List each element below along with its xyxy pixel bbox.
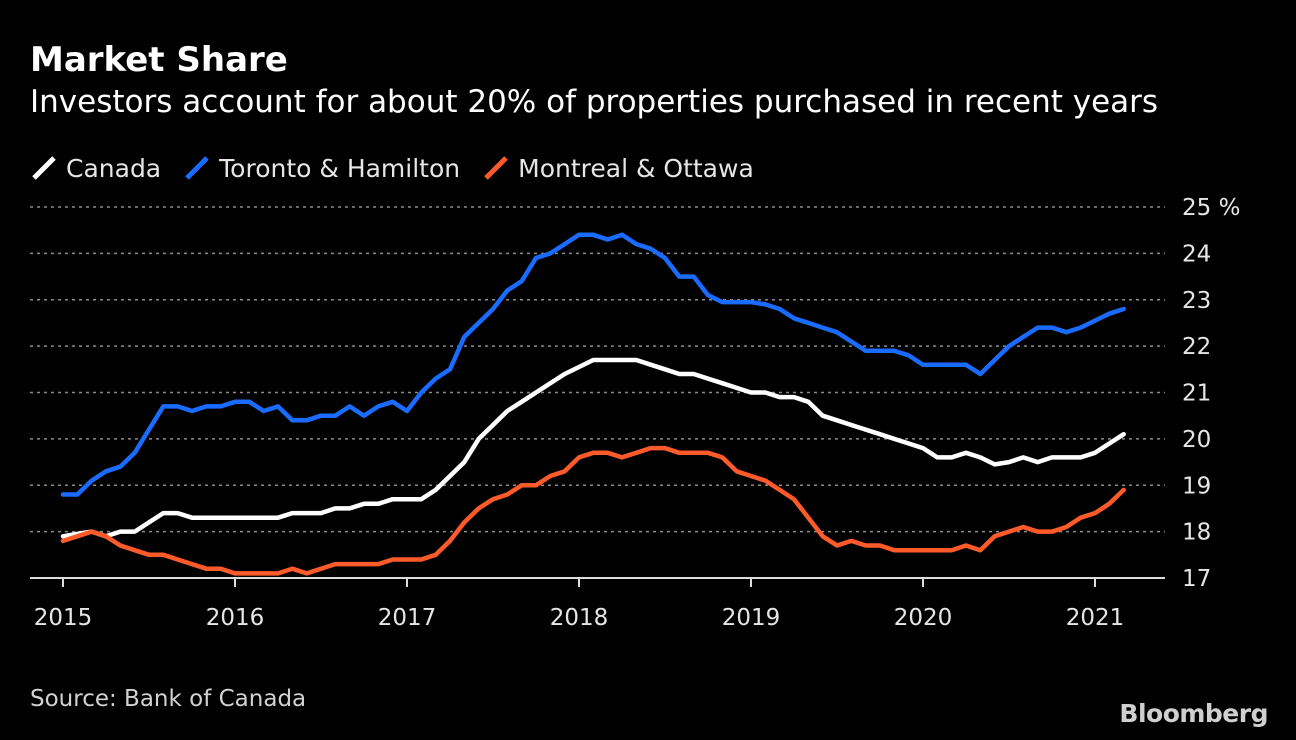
legend-swatch-toronto	[185, 156, 209, 180]
y-tick-label: 17	[1182, 566, 1211, 592]
legend-swatch-montreal	[484, 156, 508, 180]
legend-item-canada: Canada	[30, 154, 161, 183]
bloomberg-logo: Bloomberg	[1119, 699, 1268, 728]
legend-label-montreal: Montreal & Ottawa	[518, 153, 754, 183]
y-tick-label: 18	[1182, 520, 1211, 546]
x-tick-label: 2016	[206, 605, 265, 631]
legend-label-canada: Canada	[66, 153, 162, 183]
series-line-toronto-hamilton	[60, 232, 1126, 497]
x-tick-label: 2019	[722, 605, 781, 631]
series-line-montreal-ottawa	[60, 445, 1126, 576]
y-tick-label: 23	[1182, 288, 1211, 314]
legend-item-montreal: Montreal & Ottawa	[482, 154, 754, 183]
x-tick-label: 2018	[550, 605, 609, 631]
y-tick-label: 19	[1182, 473, 1211, 499]
legend-label-toronto: Toronto & Hamilton	[219, 153, 461, 183]
source-note: Source: Bank of Canada	[30, 686, 307, 712]
y-tick-label: 20	[1182, 427, 1211, 453]
chart-title: Market Share	[30, 40, 288, 80]
x-tick-label: 2021	[1066, 605, 1125, 631]
x-tick-label: 2015	[34, 605, 93, 631]
x-tick-label: 2020	[894, 605, 953, 631]
chart-subtitle: Investors account for about 20% of prope…	[30, 84, 1159, 120]
y-tick-label: 22	[1182, 334, 1211, 360]
series-line-canada	[60, 357, 1126, 539]
legend-swatch-canada	[32, 156, 56, 180]
y-tick-label: 21	[1182, 381, 1211, 407]
x-tick-label: 2017	[378, 605, 437, 631]
y-tick-label: 24	[1182, 241, 1211, 267]
y-tick-label: 25 %	[1182, 195, 1240, 221]
legend-item-toronto: Toronto & Hamilton	[183, 154, 460, 183]
legend: Canada Toronto & Hamilton Montreal & Ott…	[30, 152, 776, 184]
